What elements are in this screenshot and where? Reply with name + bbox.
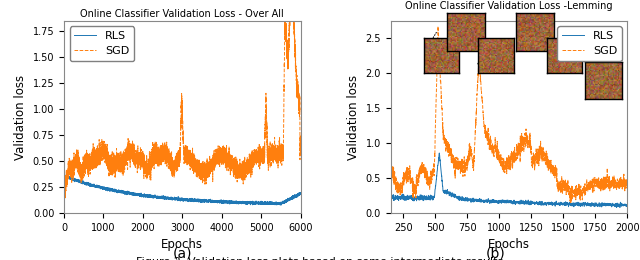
SGD bbox=[623, 180, 631, 183]
SGD bbox=[166, 160, 174, 164]
RLS bbox=[367, 188, 375, 191]
SGD bbox=[492, 145, 500, 148]
SGD bbox=[297, 151, 305, 154]
Line: RLS: RLS bbox=[64, 175, 301, 205]
X-axis label: Epochs: Epochs bbox=[161, 238, 204, 251]
RLS bbox=[297, 193, 305, 196]
RLS bbox=[492, 200, 500, 203]
RLS bbox=[616, 204, 623, 207]
Text: Figure 2: Validation loss plots based on some intermediate results: Figure 2: Validation loss plots based on… bbox=[136, 257, 504, 260]
Y-axis label: Validation loss: Validation loss bbox=[347, 74, 360, 160]
X-axis label: Epochs: Epochs bbox=[488, 238, 530, 251]
Y-axis label: Validation loss: Validation loss bbox=[14, 74, 27, 160]
Line: RLS: RLS bbox=[371, 153, 627, 207]
RLS bbox=[485, 200, 493, 204]
RLS bbox=[616, 206, 624, 209]
RLS bbox=[149, 194, 157, 197]
SGD bbox=[434, 25, 442, 28]
SGD bbox=[60, 198, 68, 201]
Legend: RLS, SGD: RLS, SGD bbox=[70, 26, 134, 61]
SGD bbox=[286, 4, 294, 7]
SGD bbox=[118, 159, 125, 162]
RLS bbox=[116, 189, 124, 192]
SGD bbox=[115, 161, 123, 164]
SGD bbox=[374, 202, 381, 205]
Text: (a): (a) bbox=[172, 246, 192, 260]
SGD bbox=[295, 112, 303, 115]
RLS bbox=[616, 204, 624, 207]
RLS bbox=[118, 190, 125, 193]
RLS bbox=[569, 203, 577, 206]
SGD bbox=[486, 148, 493, 151]
SGD bbox=[149, 155, 157, 159]
RLS bbox=[115, 190, 123, 193]
SGD bbox=[367, 191, 375, 194]
RLS bbox=[381, 197, 388, 200]
SGD bbox=[616, 177, 624, 180]
Line: SGD: SGD bbox=[371, 26, 627, 204]
Title: Online Classifier Validation Loss -Lemming: Online Classifier Validation Loss -Lemmi… bbox=[405, 1, 612, 11]
SGD bbox=[60, 199, 68, 202]
Line: SGD: SGD bbox=[64, 5, 301, 200]
RLS bbox=[435, 152, 443, 155]
Text: (b): (b) bbox=[486, 246, 506, 260]
SGD bbox=[116, 164, 124, 167]
RLS bbox=[60, 174, 68, 177]
RLS bbox=[623, 204, 631, 207]
SGD bbox=[381, 190, 388, 193]
SGD bbox=[569, 190, 577, 193]
RLS bbox=[60, 173, 68, 177]
RLS bbox=[276, 203, 284, 206]
Title: Online Classifier Validation Loss - Over All: Online Classifier Validation Loss - Over… bbox=[81, 9, 284, 19]
RLS bbox=[166, 196, 174, 199]
RLS bbox=[295, 192, 303, 196]
SGD bbox=[616, 184, 624, 187]
Legend: RLS, SGD: RLS, SGD bbox=[557, 26, 621, 61]
